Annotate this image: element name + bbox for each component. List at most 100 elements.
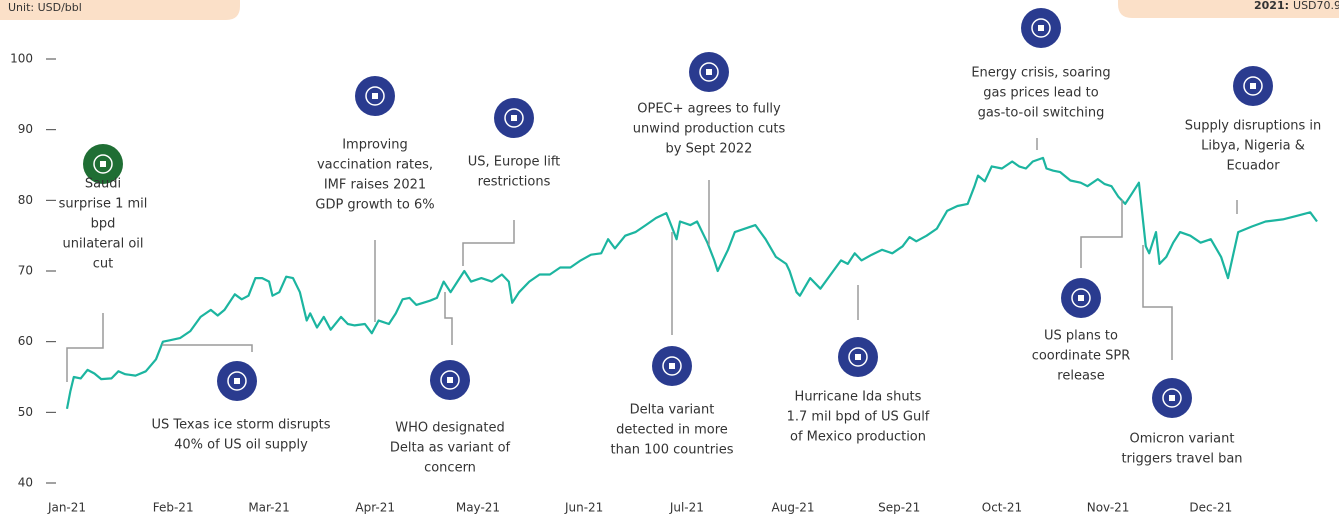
- x-tick-label: Jun-21: [564, 501, 603, 515]
- y-tick-label: 50: [18, 405, 33, 419]
- annotation: Delta variant detected in more than 100 co…: [610, 232, 734, 458]
- annotation-text: Improving: [342, 138, 408, 153]
- price-line: [65, 156, 1318, 410]
- icon-glyph: [447, 377, 453, 383]
- annotation-text: US Texas ice storm disrupts: [152, 418, 331, 433]
- icon-glyph: [227, 371, 247, 391]
- summary-box: [1118, 0, 1339, 18]
- leader-line: [1080, 200, 1123, 268]
- annotation-text: cut: [93, 257, 113, 272]
- annotation-text: US plans to: [1044, 329, 1118, 344]
- icon-glyph: [855, 354, 861, 360]
- annotation-text: gas prices lead to: [983, 86, 1098, 101]
- x-tick-label: Apr-21: [355, 501, 395, 515]
- annotation-text: unwind production cuts: [633, 122, 786, 137]
- x-tick-label: Sep-21: [878, 501, 920, 515]
- icon-glyph: [662, 356, 682, 376]
- leader-line: [66, 313, 104, 382]
- annotation-text: GDP growth to 6%: [315, 198, 434, 213]
- x-tick-label: Jan-21: [47, 501, 86, 515]
- icon-glyph: [848, 347, 868, 367]
- annotation-text: than 100 countries: [610, 443, 733, 458]
- annotation: US plans to coordinate SPR release: [1032, 200, 1130, 384]
- icon-glyph: [365, 86, 385, 106]
- x-tick-label: Nov-21: [1087, 501, 1130, 515]
- summary-value: USD70.9/bbl: [1293, 0, 1339, 12]
- annotation-text: OPEC+ agrees to fully: [637, 102, 781, 117]
- icon-glyph: [1250, 83, 1256, 89]
- icon-glyph: [100, 161, 106, 167]
- annotation-text: WHO designated: [395, 421, 504, 436]
- leader-line: [162, 344, 253, 352]
- y-tick-label: 100: [10, 52, 33, 66]
- unit-box: [0, 0, 240, 20]
- annotation-text: IMF raises 2021: [324, 178, 426, 193]
- annotation-text: by Sept 2022: [666, 142, 753, 157]
- leader-line: [1142, 245, 1173, 360]
- annotation-text: Delta variant: [630, 403, 715, 418]
- x-tick-label: May-21: [456, 501, 500, 515]
- annotation: Improving vaccination rates, IMF raises 20…: [315, 76, 435, 322]
- icon-glyph: [669, 363, 675, 369]
- icon-glyph: [511, 115, 517, 121]
- annotation-text: bpd: [91, 217, 116, 232]
- x-tick-label: Feb-21: [153, 501, 194, 515]
- icon-glyph: [1162, 388, 1182, 408]
- annotation-text: Libya, Nigeria &: [1201, 139, 1305, 154]
- annotation-text: unilateral oil: [63, 237, 144, 252]
- icon-glyph: [699, 62, 719, 82]
- annotation-text: Saudi: [85, 177, 121, 192]
- summary-text: 2021: USD70.9/bbl: [1254, 0, 1339, 12]
- summary-label: 2021:: [1254, 0, 1289, 12]
- annotation: US, Europe lift restrictions: [462, 98, 561, 266]
- x-tick-label: Jul-21: [669, 501, 704, 515]
- icon-glyph: [1243, 76, 1263, 96]
- annotation-text: concern: [424, 461, 476, 476]
- annotation-text: Delta as variant of: [390, 441, 511, 456]
- y-tick-label: 40: [18, 476, 33, 490]
- annotation: Omicron variant triggers travel ban: [1121, 245, 1243, 467]
- unit-label: Unit: USD/bbl: [8, 1, 82, 14]
- annotation-text: restrictions: [478, 175, 551, 190]
- annotation-text: Hurricane Ida shuts: [795, 390, 922, 405]
- y-tick-label: 80: [18, 193, 33, 207]
- y-tick-label: 60: [18, 334, 33, 348]
- annotation-text: of Mexico production: [790, 430, 926, 445]
- annotation-text: Ecuador: [1226, 159, 1280, 174]
- x-tick-label: Dec-21: [1189, 501, 1232, 515]
- icon-glyph: [234, 378, 240, 384]
- annotation-text: 40% of US oil supply: [174, 438, 308, 453]
- icon-glyph: [1078, 295, 1084, 301]
- annotation: Energy crisis, soaring gas prices lead to…: [971, 8, 1111, 150]
- y-tick-label: 90: [18, 122, 33, 136]
- annotation: OPEC+ agrees to fully unwind production c…: [633, 52, 786, 245]
- annotation: US Texas ice storm disrupts 40% of US oil…: [152, 344, 331, 453]
- annotation: Supply disruptions in Libya, Nigeria & Ecu…: [1185, 66, 1322, 214]
- icon-glyph: [372, 93, 378, 99]
- annotation-text: Supply disruptions in: [1185, 119, 1322, 134]
- annotation-text: Omicron variant: [1130, 432, 1235, 447]
- x-tick-label: Aug-21: [772, 501, 815, 515]
- annotation-text: US, Europe lift: [468, 155, 561, 170]
- y-tick-label: 70: [18, 264, 33, 278]
- annotation: Hurricane Ida shuts 1.7 mil bpd of US Gul…: [787, 285, 930, 445]
- annotation-text: Energy crisis, soaring: [971, 66, 1110, 81]
- annotation: Saudi surprise 1 mil bpd unilateral oil cut: [59, 144, 148, 382]
- annotation: WHO designated Delta as variant of concern: [390, 292, 511, 476]
- icon-glyph: [1031, 18, 1051, 38]
- icon-glyph: [504, 108, 524, 128]
- leader-line: [462, 220, 515, 266]
- icon-glyph: [1071, 288, 1091, 308]
- icon-glyph: [1038, 25, 1044, 31]
- x-tick-label: Mar-21: [248, 501, 289, 515]
- x-tick-label: Oct-21: [982, 501, 1022, 515]
- annotation-text: triggers travel ban: [1121, 452, 1242, 467]
- annotation-text: detected in more: [616, 423, 728, 438]
- annotation-text: vaccination rates,: [317, 158, 433, 173]
- icon-glyph: [706, 69, 712, 75]
- annotation-text: surprise 1 mil: [59, 197, 148, 212]
- annotation-text: release: [1057, 369, 1104, 384]
- annotation-text: 1.7 mil bpd of US Gulf: [787, 410, 930, 425]
